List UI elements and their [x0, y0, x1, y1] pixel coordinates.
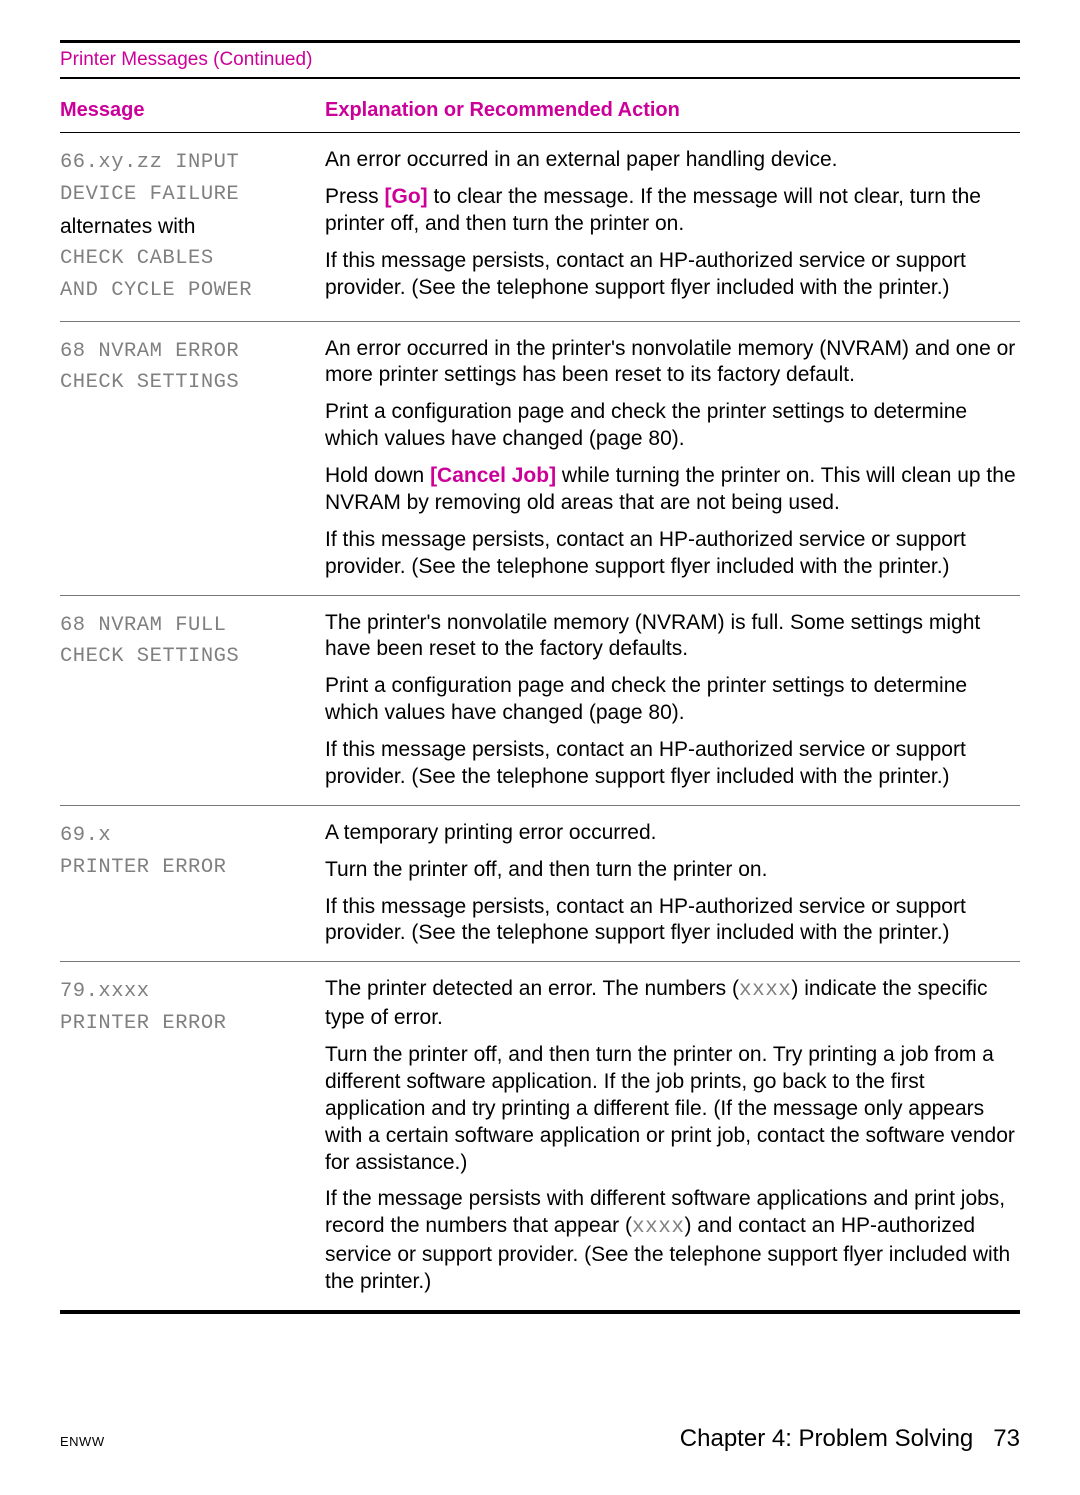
- explanation-cell: An error occurred in an external paper h…: [325, 147, 1020, 307]
- lcd-inline: xxxx: [632, 1216, 684, 1239]
- message-cell: 69.x PRINTER ERROR: [60, 820, 325, 948]
- explanation-paragraph: A temporary printing error occurred.: [325, 820, 1020, 847]
- alternates-with: alternates with: [60, 211, 307, 244]
- table-row: 69.x PRINTER ERROR A temporary printing …: [60, 806, 1020, 962]
- explanation-paragraph: If this message persists, contact an HP-…: [325, 248, 1020, 302]
- text-run: The printer detected an error. The numbe…: [325, 977, 739, 1000]
- lcd-line: PRINTER ERROR: [60, 1008, 307, 1040]
- lcd-line: PRINTER ERROR: [60, 852, 307, 884]
- footer-left: ENWW: [60, 1434, 105, 1449]
- lcd-line: 79.xxxx: [60, 976, 307, 1008]
- message-cell: 68 NVRAM FULL CHECK SETTINGS: [60, 610, 325, 791]
- header-explanation: Explanation or Recommended Action: [325, 99, 1020, 122]
- explanation-cell: The printer detected an error. The numbe…: [325, 976, 1020, 1296]
- explanation-paragraph: The printer's nonvolatile memory (NVRAM)…: [325, 610, 1020, 664]
- table-row: 68 NVRAM FULL CHECK SETTINGS The printer…: [60, 596, 1020, 805]
- explanation-paragraph: Press [Go] to clear the message. If the …: [325, 184, 1020, 238]
- explanation-paragraph: Print a configuration page and check the…: [325, 673, 1020, 727]
- explanation-paragraph: Turn the printer off, and then turn the …: [325, 857, 1020, 884]
- footer-page-number: 73: [993, 1425, 1020, 1452]
- text-run: Hold down: [325, 464, 430, 487]
- explanation-paragraph: The printer detected an error. The numbe…: [325, 976, 1020, 1032]
- explanation-paragraph: An error occurred in the printer's nonvo…: [325, 336, 1020, 390]
- lcd-line: 68 NVRAM ERROR: [60, 336, 307, 368]
- page: Printer Messages (Continued) Message Exp…: [0, 0, 1080, 1495]
- message-cell: 79.xxxx PRINTER ERROR: [60, 976, 325, 1296]
- header-message: Message: [60, 99, 325, 122]
- key-label: [Go]: [385, 185, 428, 208]
- explanation-paragraph: Turn the printer off, and then turn the …: [325, 1042, 1020, 1176]
- page-footer: ENWW Chapter 4: Problem Solving 73: [60, 1425, 1020, 1453]
- lcd-line: 68 NVRAM FULL: [60, 610, 307, 642]
- explanation-paragraph: If this message persists, contact an HP-…: [325, 527, 1020, 581]
- explanation-paragraph: An error occurred in an external paper h…: [325, 147, 1020, 174]
- text-run: Press: [325, 185, 385, 208]
- explanation-cell: An error occurred in the printer's nonvo…: [325, 336, 1020, 581]
- explanation-cell: A temporary printing error occurred. Tur…: [325, 820, 1020, 948]
- message-cell: 66.xy.zz INPUT DEVICE FAILURE alternates…: [60, 147, 325, 307]
- message-cell: 68 NVRAM ERROR CHECK SETTINGS: [60, 336, 325, 581]
- explanation-paragraph: If this message persists, contact an HP-…: [325, 894, 1020, 948]
- key-label: [Cancel Job]: [430, 464, 556, 487]
- explanation-paragraph: If this message persists, contact an HP-…: [325, 737, 1020, 791]
- table-caption: Printer Messages (Continued): [60, 49, 1020, 71]
- explanation-cell: The printer's nonvolatile memory (NVRAM)…: [325, 610, 1020, 791]
- table-header-row: Message Explanation or Recommended Actio…: [60, 93, 1020, 132]
- explanation-paragraph: If the message persists with different s…: [325, 1186, 1020, 1296]
- lcd-line: 66.xy.zz INPUT: [60, 147, 307, 179]
- explanation-paragraph: Hold down [Cancel Job] while turning the…: [325, 463, 1020, 517]
- lcd-line: CHECK SETTINGS: [60, 641, 307, 673]
- lcd-line: DEVICE FAILURE: [60, 179, 307, 211]
- footer-chapter: Chapter 4: Problem Solving: [680, 1425, 973, 1452]
- rule-mid: [60, 77, 1020, 79]
- lcd-line: AND CYCLE POWER: [60, 275, 307, 307]
- rule-bottom: [60, 1310, 1020, 1314]
- table-row: 68 NVRAM ERROR CHECK SETTINGS An error o…: [60, 322, 1020, 595]
- lcd-line: 69.x: [60, 820, 307, 852]
- footer-right: Chapter 4: Problem Solving 73: [680, 1425, 1020, 1453]
- lcd-line: CHECK SETTINGS: [60, 367, 307, 399]
- lcd-inline: xxxx: [739, 979, 791, 1002]
- messages-table: Message Explanation or Recommended Actio…: [60, 93, 1020, 1314]
- explanation-paragraph: Print a configuration page and check the…: [325, 399, 1020, 453]
- lcd-line: CHECK CABLES: [60, 243, 307, 275]
- rule-top: [60, 40, 1020, 43]
- table-row: 79.xxxx PRINTER ERROR The printer detect…: [60, 962, 1020, 1310]
- table-row: 66.xy.zz INPUT DEVICE FAILURE alternates…: [60, 133, 1020, 321]
